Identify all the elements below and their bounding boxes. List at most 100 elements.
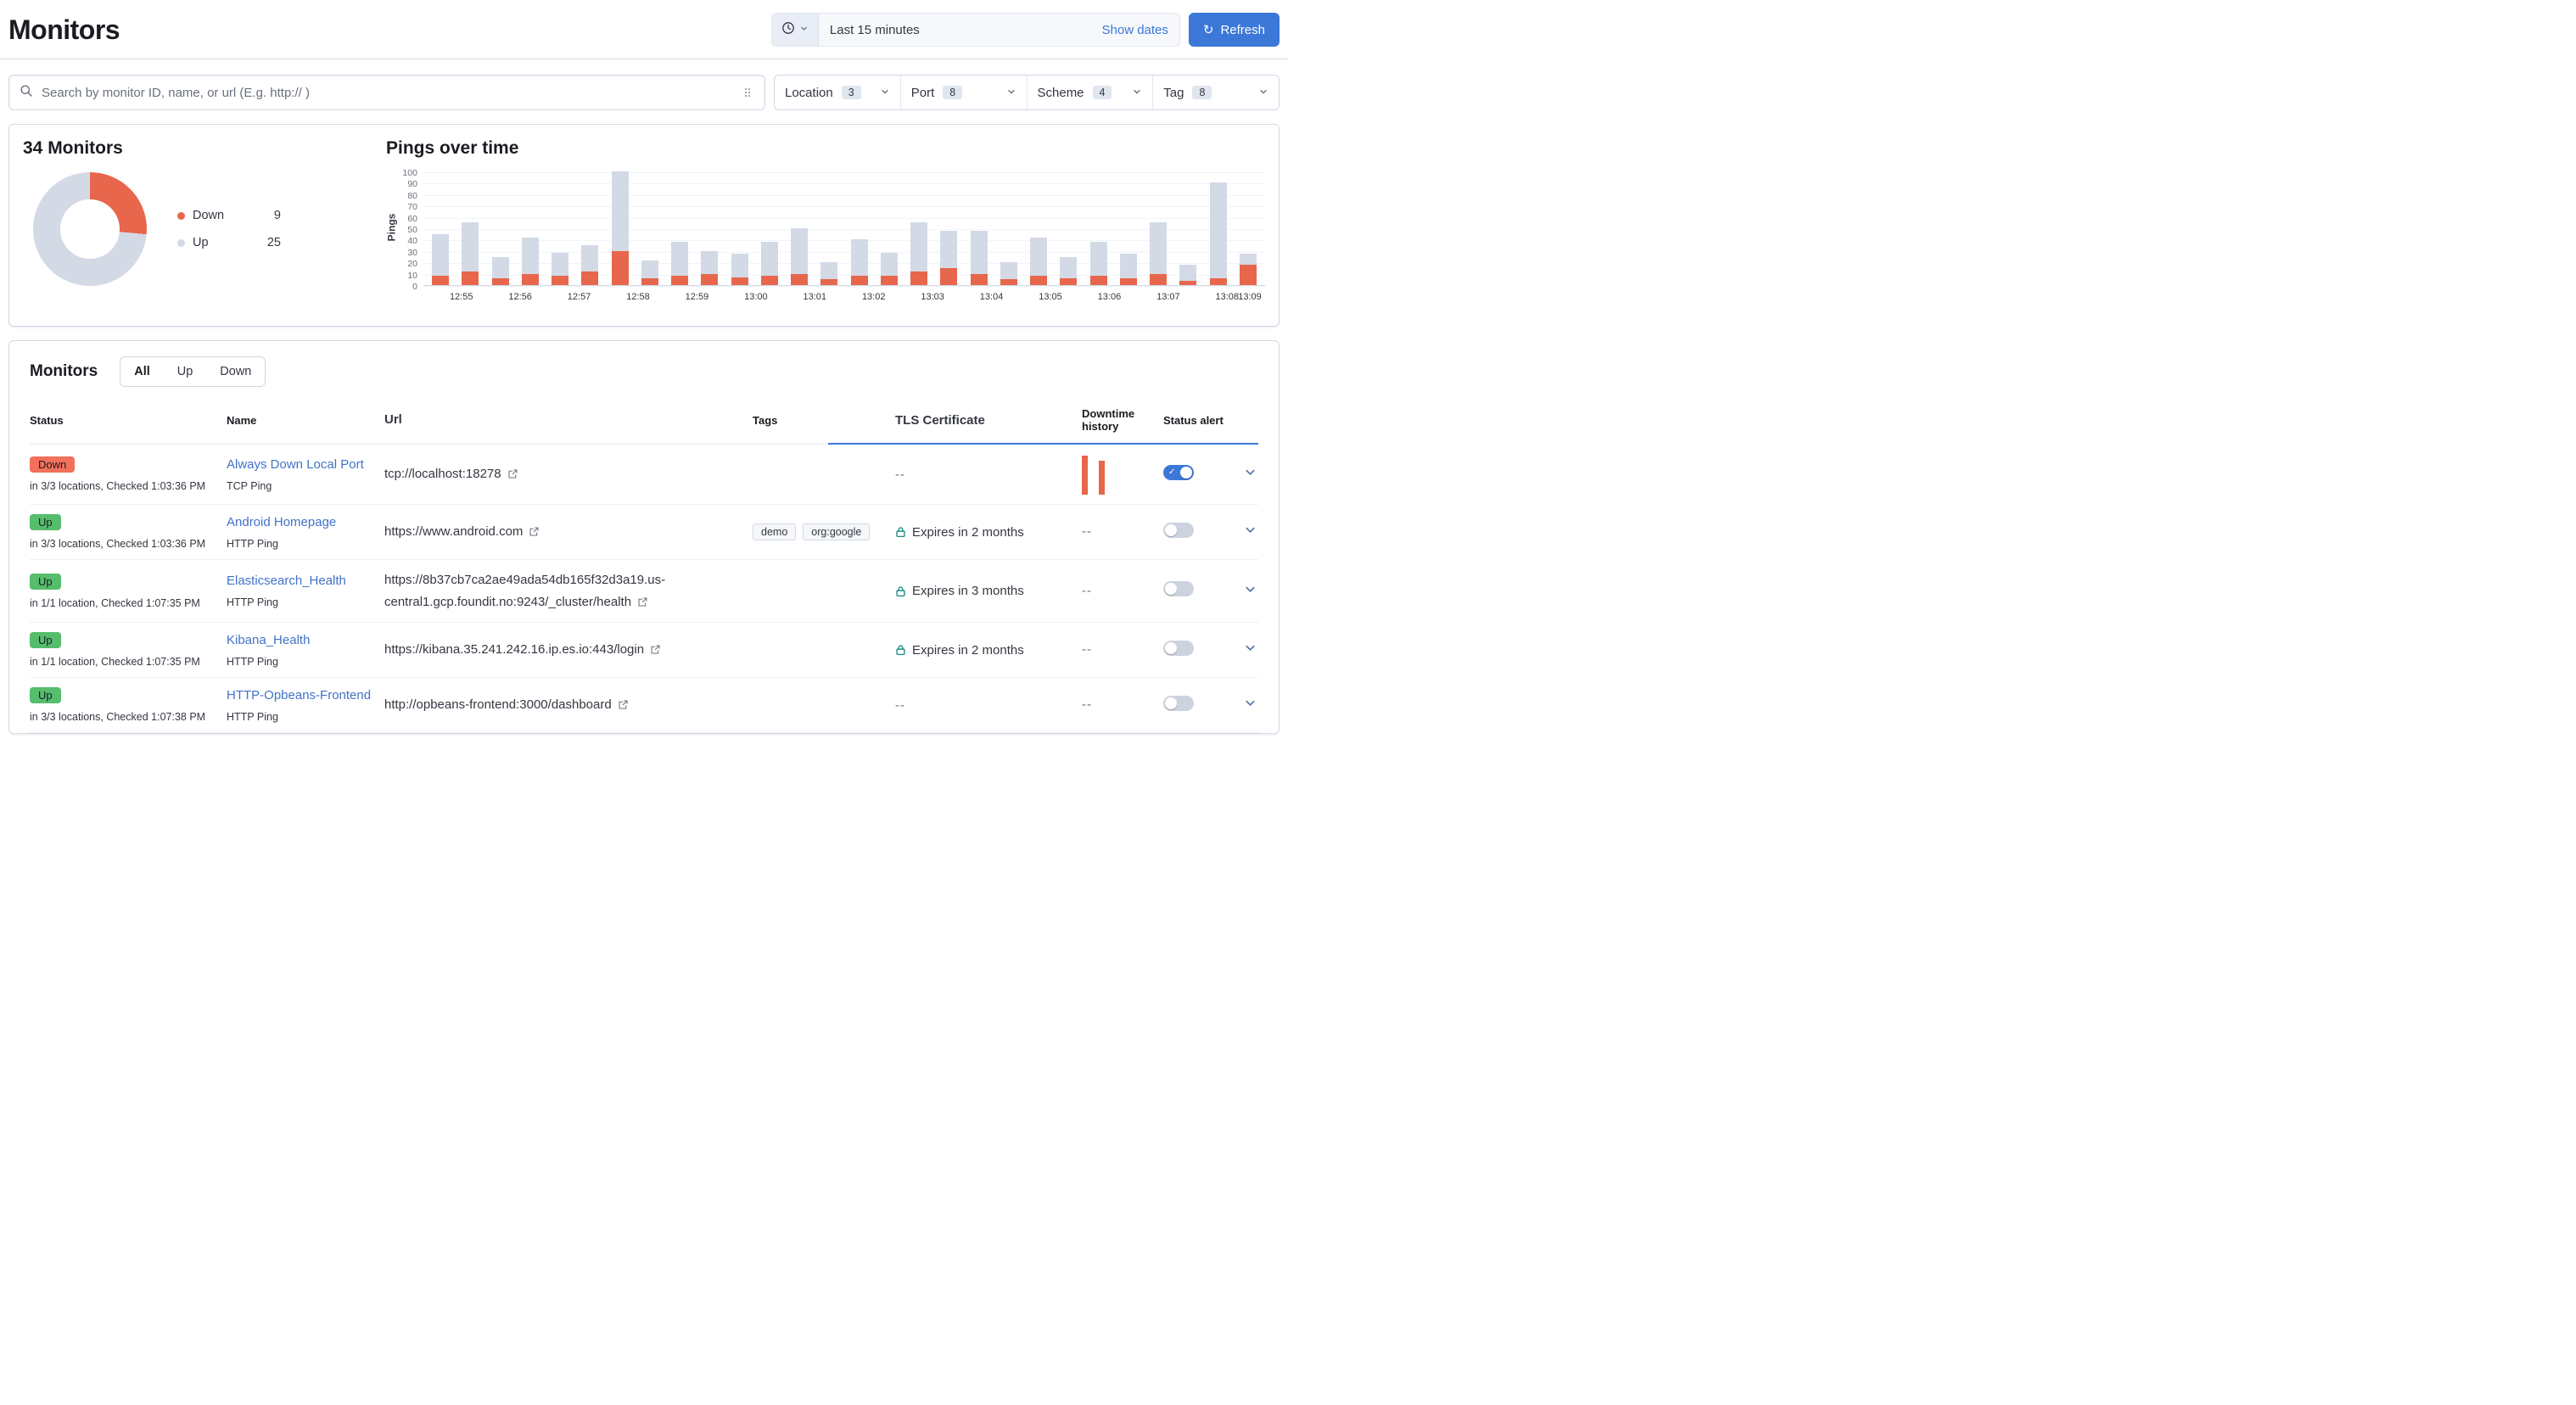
ping-bar [462,222,479,285]
ping-bar [1060,256,1078,285]
tls-status: Expires in 2 months [912,524,1024,540]
filter-scheme[interactable]: Scheme 4 [1028,76,1154,109]
show-dates-button[interactable]: Show dates [1101,22,1168,37]
filter-location[interactable]: Location 3 [775,76,901,109]
status-alert-toggle[interactable]: ✓ [1163,464,1194,480]
overview-panel: 34 Monitors Down 9 Up 25 Pings over time… [8,124,1280,327]
tls-status: -- [895,697,905,713]
ping-bar [940,230,958,285]
expand-row-chevron-icon[interactable] [1242,522,1258,542]
alert-cell: ✓ [1150,464,1233,484]
ping-bar [521,237,539,285]
x-tick-label: 13:03 [921,292,944,302]
external-link-icon[interactable] [501,467,518,481]
x-axis: 12:55 12:56 12:57 12:58 12:59 13:00 13:01 13:02… [423,292,1265,309]
status-filter-tabs: All Up Down [120,356,266,387]
external-link-icon[interactable] [523,524,540,539]
x-tick-label: 12:59 [685,292,709,302]
x-tick-label: 12:57 [567,292,591,302]
x-tick-label: 13:05 [1039,292,1062,302]
status-alert-toggle[interactable]: ✓ [1163,640,1194,656]
table-header: Status Name Url Tags TLS Certificate Downtime… [30,402,1258,445]
x-tick-label: 12:56 [508,292,532,302]
monitor-name-link[interactable]: HTTP-Opbeans-Frontend [227,687,372,702]
expand-row-chevron-icon[interactable] [1242,581,1258,602]
column-header-name: Name [227,413,257,427]
expand-cell [1233,640,1260,660]
tab-down[interactable]: Down [220,365,252,378]
ping-type: HTTP Ping [227,537,278,550]
name-cell: Elasticsearch_Health HTTP Ping [227,574,384,608]
time-range-value[interactable]: Last 15 minutes [829,22,920,37]
alert-cell: ✓ [1150,581,1233,601]
expand-cell [1233,581,1260,602]
downtime-value: -- [1082,524,1092,539]
legend-label: Down [193,209,225,222]
column-header-tls: TLS Certificate [895,412,985,428]
monitor-url: tcp://localhost:18278 [384,467,501,482]
pings-y-axis-label: Pings [385,213,398,242]
url-cell: https://8b37cb7ca2ae49ada54db165f32d3a19… [384,569,753,613]
expand-row-chevron-icon[interactable] [1242,464,1258,484]
filter-label: Port [910,85,935,100]
tag-badge: org:google [803,523,871,540]
monitor-row: Up in 3/3 locations, Checked 1:07:38 PM … [30,678,1258,733]
y-tick-label: 40 [407,236,417,247]
search-input[interactable] [42,85,739,100]
downtime-value: -- [1082,583,1092,598]
ping-bar [701,250,719,285]
x-tick-label: 12:55 [449,292,473,302]
external-link-icon[interactable] [644,642,661,657]
ping-bar [1089,242,1107,285]
ping-type: HTTP Ping [227,655,278,668]
filter-label: Location [785,85,833,100]
tls-cell: Expires in 2 months [895,525,1044,540]
url-cell: http://opbeans-frontend:3000/dashboard [384,694,753,716]
status-checked-text: in 3/3 locations, Checked 1:03:36 PM [30,480,206,492]
ping-bar [552,253,568,285]
refresh-button[interactable]: ↻ Refresh [1188,13,1280,47]
tab-all[interactable]: All [134,365,150,378]
ping-bar [1119,253,1137,285]
pings-over-time-title: Pings over time [386,138,519,158]
tab-up[interactable]: Up [176,365,193,378]
chevron-down-icon [880,86,890,100]
status-alert-toggle[interactable]: ✓ [1163,522,1194,538]
monitor-name-link[interactable]: Elasticsearch_Health [227,574,346,588]
status-alert-toggle[interactable]: ✓ [1163,695,1194,711]
clock-icon [781,21,795,39]
monitor-name-link[interactable]: Kibana_Health [227,632,311,647]
name-cell: Always Down Local Port TCP Ping [227,457,384,492]
y-tick-label: 0 [412,282,417,292]
monitor-row: Down in 3/3 locations, Checked 1:03:36 P… [30,445,1258,505]
expand-row-chevron-icon[interactable] [1242,695,1258,715]
y-tick-label: 60 [407,213,417,224]
filter-tag[interactable]: Tag 8 [1153,76,1279,109]
ping-bar [880,253,898,285]
expand-cell [1233,464,1260,484]
filter-count-badge: 8 [1192,86,1212,99]
monitor-name-link[interactable]: Always Down Local Port [227,456,364,472]
external-link-icon[interactable] [612,697,629,712]
legend-dot [177,238,185,247]
monitor-search [8,75,765,110]
status-checked-text: in 1/1 location, Checked 1:07:35 PM [30,656,200,668]
quick-select-button[interactable] [771,14,819,46]
filter-label: Scheme [1037,85,1084,100]
ping-type: TCP Ping [227,479,272,492]
expand-row-chevron-icon[interactable] [1242,640,1258,660]
monitors-count-title: 34 Monitors [23,138,123,158]
x-tick-label: 13:07 [1156,292,1180,302]
status-alert-toggle[interactable]: ✓ [1163,581,1194,596]
external-link-icon[interactable] [631,595,648,609]
lock-icon [895,526,906,538]
filter-port[interactable]: Port 8 [901,76,1028,109]
search-options-icon[interactable] [739,83,756,102]
downtime-value: -- [1082,642,1092,657]
y-tick-label: 50 [407,225,417,235]
ping-bar [820,262,838,285]
tls-cell: Expires in 3 months [895,584,1044,598]
ping-bar [432,233,449,285]
tls-cell: Expires in 2 months [895,643,1044,658]
monitor-name-link[interactable]: Android Homepage [227,514,337,529]
